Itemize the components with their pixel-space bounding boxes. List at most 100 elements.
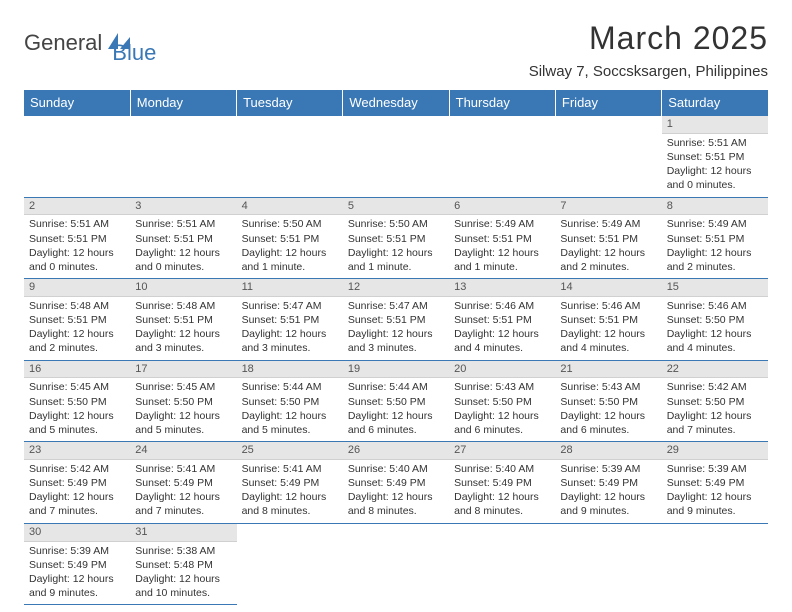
- day-number: 11: [237, 279, 343, 297]
- day-content: Sunrise: 5:41 AMSunset: 5:49 PMDaylight:…: [130, 460, 236, 523]
- day-number: 16: [24, 361, 130, 379]
- sunset-text: Sunset: 5:50 PM: [348, 395, 444, 409]
- day-number: 6: [449, 198, 555, 216]
- day-content: Sunrise: 5:51 AMSunset: 5:51 PMDaylight:…: [130, 215, 236, 278]
- day-content: Sunrise: 5:48 AMSunset: 5:51 PMDaylight:…: [130, 297, 236, 360]
- calendar-cell: 13Sunrise: 5:46 AMSunset: 5:51 PMDayligh…: [449, 279, 555, 361]
- calendar-week-row: 16Sunrise: 5:45 AMSunset: 5:50 PMDayligh…: [24, 360, 768, 442]
- day-content: Sunrise: 5:51 AMSunset: 5:51 PMDaylight:…: [662, 134, 768, 197]
- calendar-cell: 2Sunrise: 5:51 AMSunset: 5:51 PMDaylight…: [24, 197, 130, 279]
- day-number: 27: [449, 442, 555, 460]
- day-number: 28: [555, 442, 661, 460]
- sunrise-text: Sunrise: 5:50 AM: [348, 217, 444, 231]
- day-content: Sunrise: 5:49 AMSunset: 5:51 PMDaylight:…: [449, 215, 555, 278]
- header-wednesday: Wednesday: [343, 90, 449, 116]
- sunset-text: Sunset: 5:50 PM: [667, 313, 763, 327]
- daylight-text: Daylight: 12 hours and 1 minute.: [348, 246, 444, 274]
- daylight-text: Daylight: 12 hours and 9 minutes.: [560, 490, 656, 518]
- day-number: 17: [130, 361, 236, 379]
- day-content: Sunrise: 5:43 AMSunset: 5:50 PMDaylight:…: [555, 378, 661, 441]
- daylight-text: Daylight: 12 hours and 4 minutes.: [667, 327, 763, 355]
- calendar-cell: 16Sunrise: 5:45 AMSunset: 5:50 PMDayligh…: [24, 360, 130, 442]
- sunrise-text: Sunrise: 5:44 AM: [348, 380, 444, 394]
- calendar-week-row: 23Sunrise: 5:42 AMSunset: 5:49 PMDayligh…: [24, 442, 768, 524]
- daylight-text: Daylight: 12 hours and 0 minutes.: [667, 164, 763, 192]
- day-content: Sunrise: 5:50 AMSunset: 5:51 PMDaylight:…: [343, 215, 449, 278]
- day-content: Sunrise: 5:39 AMSunset: 5:49 PMDaylight:…: [555, 460, 661, 523]
- day-content: Sunrise: 5:38 AMSunset: 5:48 PMDaylight:…: [130, 542, 236, 605]
- calendar-cell: 22Sunrise: 5:42 AMSunset: 5:50 PMDayligh…: [662, 360, 768, 442]
- header-sunday: Sunday: [24, 90, 130, 116]
- day-number: 15: [662, 279, 768, 297]
- daylight-text: Daylight: 12 hours and 6 minutes.: [348, 409, 444, 437]
- day-number: 18: [237, 361, 343, 379]
- sunset-text: Sunset: 5:48 PM: [135, 558, 231, 572]
- calendar-cell: [555, 523, 661, 605]
- sunrise-text: Sunrise: 5:44 AM: [242, 380, 338, 394]
- daylight-text: Daylight: 12 hours and 3 minutes.: [135, 327, 231, 355]
- day-number: 23: [24, 442, 130, 460]
- day-number: 13: [449, 279, 555, 297]
- sunrise-text: Sunrise: 5:51 AM: [135, 217, 231, 231]
- sunset-text: Sunset: 5:51 PM: [454, 313, 550, 327]
- day-number: 3: [130, 198, 236, 216]
- calendar-cell: [343, 523, 449, 605]
- sunrise-text: Sunrise: 5:43 AM: [560, 380, 656, 394]
- calendar-cell: [449, 116, 555, 198]
- day-number: 2: [24, 198, 130, 216]
- sunset-text: Sunset: 5:51 PM: [560, 313, 656, 327]
- calendar-cell: [449, 523, 555, 605]
- calendar-cell: 29Sunrise: 5:39 AMSunset: 5:49 PMDayligh…: [662, 442, 768, 524]
- daylight-text: Daylight: 12 hours and 1 minute.: [454, 246, 550, 274]
- daylight-text: Daylight: 12 hours and 5 minutes.: [242, 409, 338, 437]
- daylight-text: Daylight: 12 hours and 8 minutes.: [242, 490, 338, 518]
- sunset-text: Sunset: 5:51 PM: [29, 313, 125, 327]
- sunrise-text: Sunrise: 5:41 AM: [242, 462, 338, 476]
- month-title: March 2025: [529, 20, 768, 57]
- calendar-cell: 15 Sunrise: 5:46 AMSunset: 5:50 PMDayligh…: [662, 279, 768, 361]
- day-number: 4: [237, 198, 343, 216]
- header: General Blue March 2025 Silway 7, Soccsk…: [24, 20, 768, 80]
- header-tuesday: Tuesday: [237, 90, 343, 116]
- sunset-text: Sunset: 5:51 PM: [135, 232, 231, 246]
- day-number: 7: [555, 198, 661, 216]
- day-content: Sunrise: 5:40 AMSunset: 5:49 PMDaylight:…: [343, 460, 449, 523]
- sunset-text: Sunset: 5:49 PM: [29, 558, 125, 572]
- calendar-cell: 17Sunrise: 5:45 AMSunset: 5:50 PMDayligh…: [130, 360, 236, 442]
- calendar-cell: 30Sunrise: 5:39 AMSunset: 5:49 PMDayligh…: [24, 523, 130, 605]
- daylight-text: Daylight: 12 hours and 3 minutes.: [242, 327, 338, 355]
- logo: General Blue: [24, 20, 156, 66]
- day-number: 1: [662, 116, 768, 134]
- calendar-cell: 10Sunrise: 5:48 AMSunset: 5:51 PMDayligh…: [130, 279, 236, 361]
- sunrise-text: Sunrise: 5:46 AM: [667, 299, 763, 313]
- sunset-text: Sunset: 5:49 PM: [135, 476, 231, 490]
- header-saturday: Saturday: [662, 90, 768, 116]
- day-content: Sunrise: 5:40 AMSunset: 5:49 PMDaylight:…: [449, 460, 555, 523]
- day-content: Sunrise: 5:44 AMSunset: 5:50 PMDaylight:…: [343, 378, 449, 441]
- calendar-cell: 3Sunrise: 5:51 AMSunset: 5:51 PMDaylight…: [130, 197, 236, 279]
- sunset-text: Sunset: 5:51 PM: [667, 232, 763, 246]
- logo-text-blue: Blue: [112, 40, 156, 66]
- sunset-text: Sunset: 5:51 PM: [242, 313, 338, 327]
- sunrise-text: Sunrise: 5:43 AM: [454, 380, 550, 394]
- daylight-text: Daylight: 12 hours and 2 minutes.: [560, 246, 656, 274]
- daylight-text: Daylight: 12 hours and 6 minutes.: [454, 409, 550, 437]
- title-block: March 2025 Silway 7, Soccsksargen, Phili…: [529, 20, 768, 80]
- day-number: 29: [662, 442, 768, 460]
- calendar-table: Sunday Monday Tuesday Wednesday Thursday…: [24, 90, 768, 605]
- day-content: Sunrise: 5:45 AMSunset: 5:50 PMDaylight:…: [130, 378, 236, 441]
- day-content: Sunrise: 5:50 AMSunset: 5:51 PMDaylight:…: [237, 215, 343, 278]
- logo-text-general: General: [24, 30, 102, 56]
- day-number: 19: [343, 361, 449, 379]
- day-content: Sunrise: 5:49 AMSunset: 5:51 PMDaylight:…: [662, 215, 768, 278]
- sunset-text: Sunset: 5:50 PM: [667, 395, 763, 409]
- sunrise-text: Sunrise: 5:47 AM: [242, 299, 338, 313]
- day-content: Sunrise: 5:47 AMSunset: 5:51 PMDaylight:…: [237, 297, 343, 360]
- sunset-text: Sunset: 5:50 PM: [29, 395, 125, 409]
- sunset-text: Sunset: 5:51 PM: [135, 313, 231, 327]
- sunset-text: Sunset: 5:51 PM: [667, 150, 763, 164]
- daylight-text: Daylight: 12 hours and 8 minutes.: [348, 490, 444, 518]
- day-number: 31: [130, 524, 236, 542]
- sunrise-text: Sunrise: 5:48 AM: [135, 299, 231, 313]
- sunset-text: Sunset: 5:51 PM: [454, 232, 550, 246]
